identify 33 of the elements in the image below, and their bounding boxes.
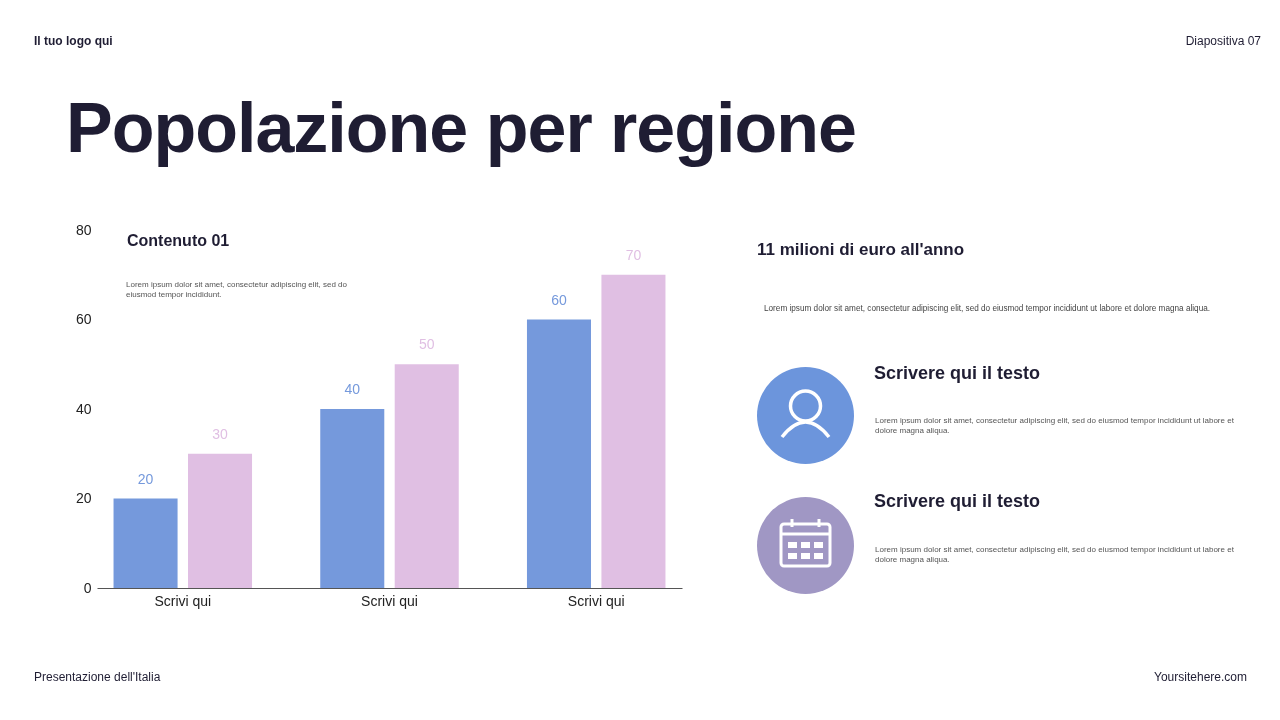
bar — [320, 409, 385, 588]
data-label: 40 — [344, 381, 361, 397]
data-label: 60 — [551, 291, 567, 308]
x-tick-label: Scrivi qui — [567, 592, 625, 609]
y-tick-label: 20 — [75, 490, 92, 506]
y-tick-label: 40 — [75, 400, 92, 417]
y-tick-label: 0 — [83, 579, 92, 596]
bar — [188, 453, 253, 588]
y-tick-label: 60 — [75, 311, 92, 327]
text: Il tuo logo qui — [34, 34, 113, 48]
x-tick-label: Scrivi qui — [154, 592, 212, 609]
data-label: 30 — [212, 425, 229, 442]
text: Presentazione dell'Italia — [34, 670, 161, 684]
y-tick-label: 80 — [75, 221, 92, 238]
text: Lorem ipsum dolor sit amet, consectetur adipiscing elit, sed do eiusmod tempor incididunt ut labore et dolore magna aliqua. — [875, 545, 1235, 566]
bar — [394, 364, 459, 588]
data-label: 20 — [137, 470, 154, 487]
text: 11 milioni di euro all'anno — [757, 240, 965, 260]
annotation: Contenuto 01 — [127, 232, 230, 250]
bar — [526, 319, 591, 588]
chart-title: Popolazione per regione — [66, 88, 856, 168]
text: Yoursitehere.com — [1154, 670, 1247, 684]
data-label: 50 — [418, 336, 435, 353]
text: Scrivere qui il testo — [874, 491, 1041, 512]
text: Lorem ipsum dolor sit amet, consectetur adipiscing elit, sed do eiusmod tempor incididunt ut labore et dolore magna aliqua. — [764, 304, 1211, 313]
text: Diapositiva 07 — [1185, 34, 1261, 48]
annotation: Lorem ipsum dolor sit amet, consectetur adipiscing elit, sed do eiusmod tempor incididunt. — [126, 280, 348, 301]
bar — [113, 498, 178, 588]
x-tick-label: Scrivi qui — [361, 592, 418, 609]
text: Scrivere qui il testo — [874, 363, 1041, 384]
bar — [601, 274, 666, 588]
text: Lorem ipsum dolor sit amet, consectetur adipiscing elit, sed do eiusmod tempor incididunt ut labore et dolore magna aliqua. — [875, 416, 1235, 437]
data-label: 70 — [625, 246, 642, 263]
